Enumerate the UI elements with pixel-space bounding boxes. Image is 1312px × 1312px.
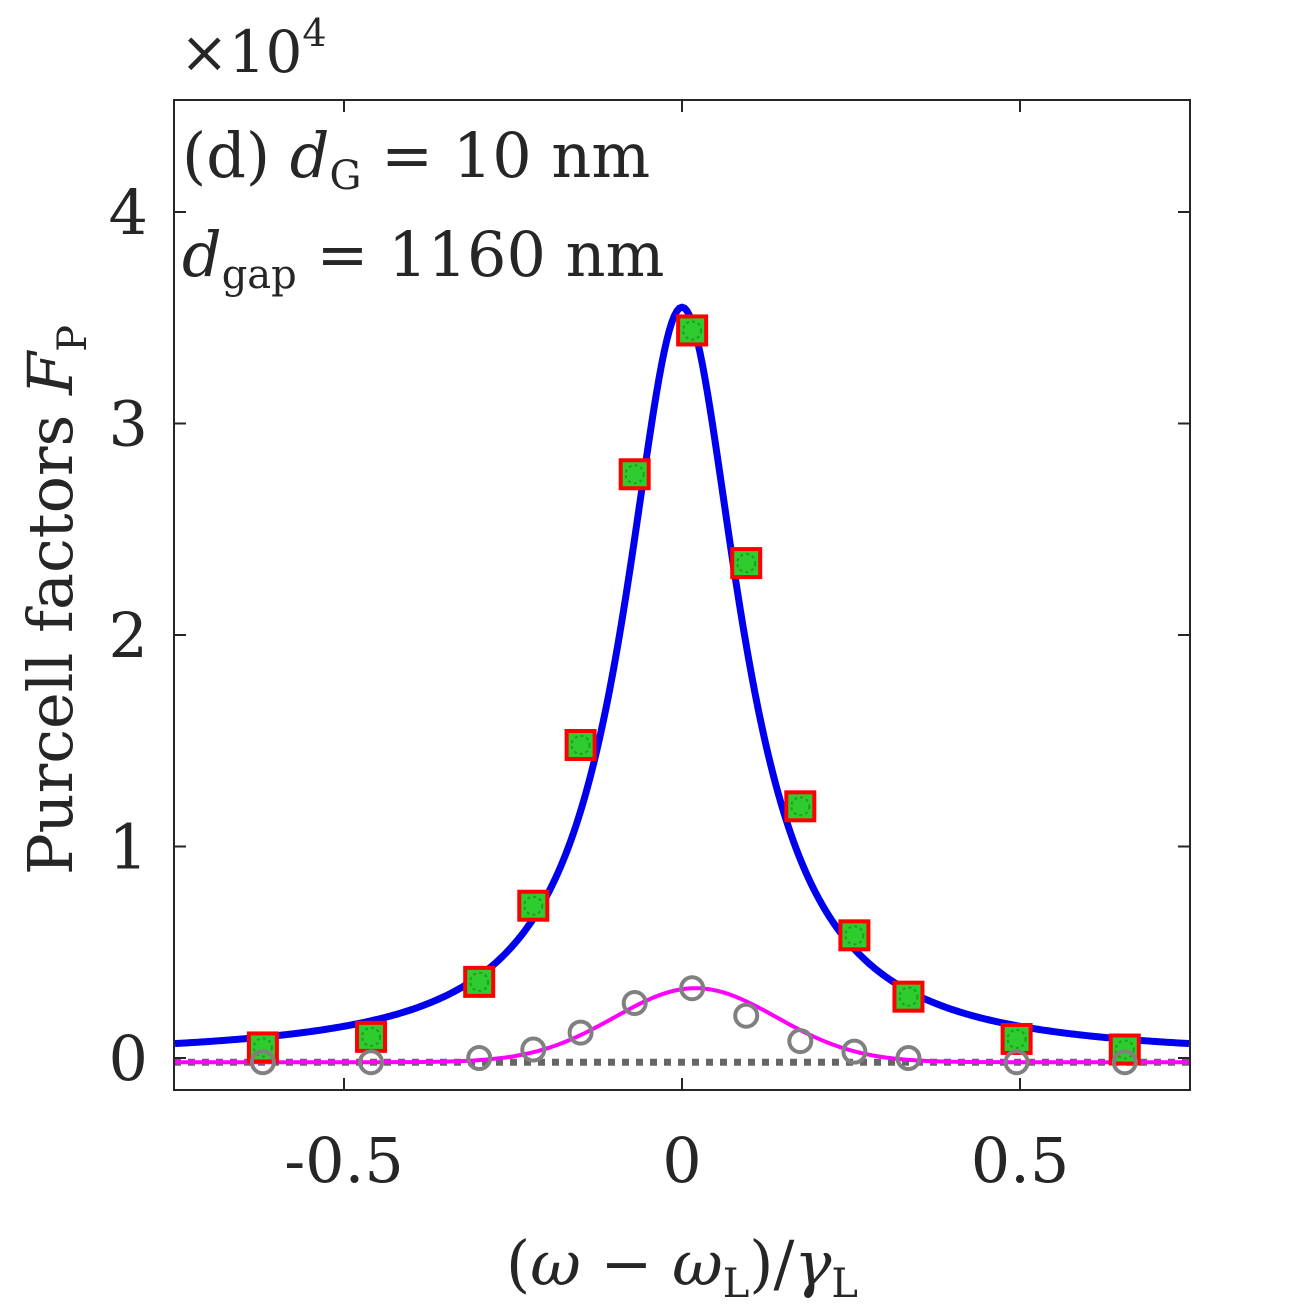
circle-marker-5 bbox=[621, 990, 648, 1017]
circle-marker-8 bbox=[787, 1028, 814, 1055]
y-tick-label-0: 0 bbox=[109, 1022, 148, 1095]
y-axis-label: Purcell factors FP bbox=[14, 325, 96, 875]
square-marker-dot-1 bbox=[361, 1026, 382, 1047]
square-marker-dot-3 bbox=[523, 895, 544, 916]
square-marker-dot-4 bbox=[570, 734, 591, 755]
x-tick-label-2: 0.5 bbox=[971, 1124, 1070, 1197]
partial-purcell-curve bbox=[175, 986, 1189, 1065]
square-marker-dot-10 bbox=[898, 986, 919, 1007]
square-marker-dot-5 bbox=[624, 464, 645, 485]
circle-marker-3 bbox=[520, 1036, 547, 1063]
square-marker-dot-9 bbox=[844, 925, 865, 946]
square-marker-dot-7 bbox=[736, 553, 757, 574]
circle-marker-2 bbox=[466, 1045, 493, 1071]
square-marker-dot-6 bbox=[682, 320, 703, 341]
circle-marker-9 bbox=[841, 1038, 868, 1065]
square-marker-dot-2 bbox=[469, 971, 490, 992]
y-tick-label-1: 1 bbox=[109, 811, 148, 884]
panel-label: (d) bbox=[182, 119, 270, 192]
circle-marker-7 bbox=[733, 1002, 760, 1029]
ticks: -0.5 0 0.5 0 1 2 3 4 bbox=[109, 100, 1190, 1197]
circle-marker-6 bbox=[679, 975, 706, 1002]
square-marker-dot-8 bbox=[790, 796, 811, 817]
annotation-line-1: (d) dG = 10 nm bbox=[182, 119, 650, 199]
square-marker-dot-11 bbox=[1006, 1028, 1027, 1049]
y-multiplier: ×104 bbox=[180, 11, 327, 86]
annotation-line-2: dgap = 1160 nm bbox=[182, 218, 664, 298]
total-purcell-curve bbox=[174, 303, 1190, 1048]
x-tick-label-0: -0.5 bbox=[284, 1124, 404, 1197]
plot-area bbox=[174, 303, 1190, 1076]
x-tick-label-1: 0 bbox=[662, 1124, 701, 1197]
circle-marker-11 bbox=[1003, 1049, 1030, 1076]
y-tick-label-2: 2 bbox=[109, 599, 148, 672]
circle-marker-4 bbox=[567, 1019, 594, 1046]
circle-marker-12 bbox=[1111, 1049, 1138, 1076]
circle-marker-1 bbox=[358, 1049, 385, 1076]
circle-marker-0 bbox=[249, 1049, 276, 1076]
y-tick-label-4: 4 bbox=[109, 176, 148, 249]
circle-marker-10 bbox=[895, 1045, 922, 1071]
x-axis-label: (ω − ωL)/γL bbox=[506, 1227, 858, 1307]
y-tick-label-3: 3 bbox=[109, 388, 148, 461]
series-group bbox=[174, 303, 1190, 1076]
